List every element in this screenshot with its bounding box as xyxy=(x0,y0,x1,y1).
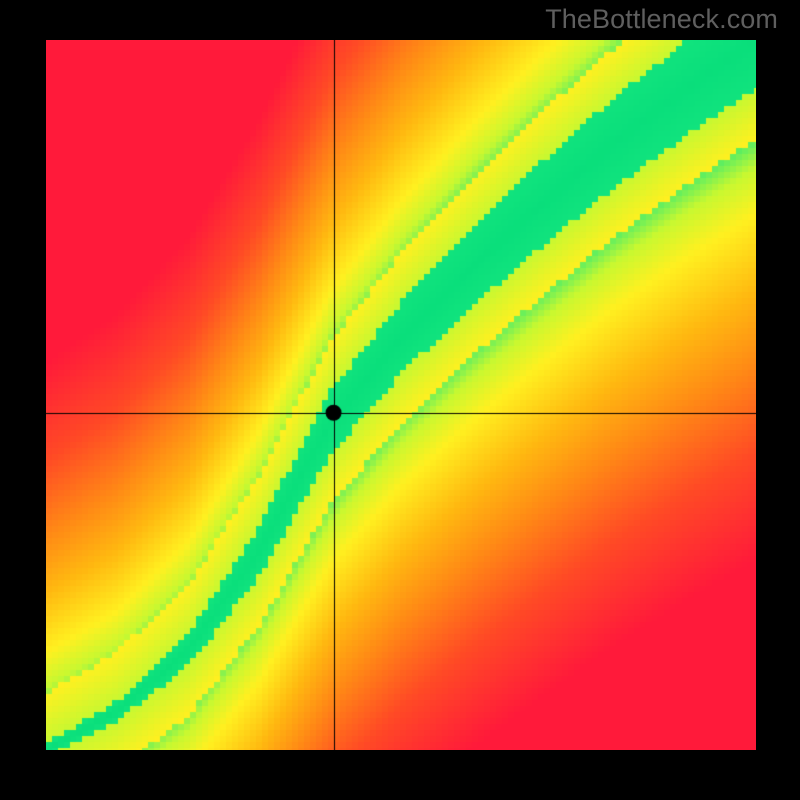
chart-container: TheBottleneck.com xyxy=(0,0,800,800)
crosshair-overlay xyxy=(46,40,756,750)
watermark-text: TheBottleneck.com xyxy=(545,4,778,35)
